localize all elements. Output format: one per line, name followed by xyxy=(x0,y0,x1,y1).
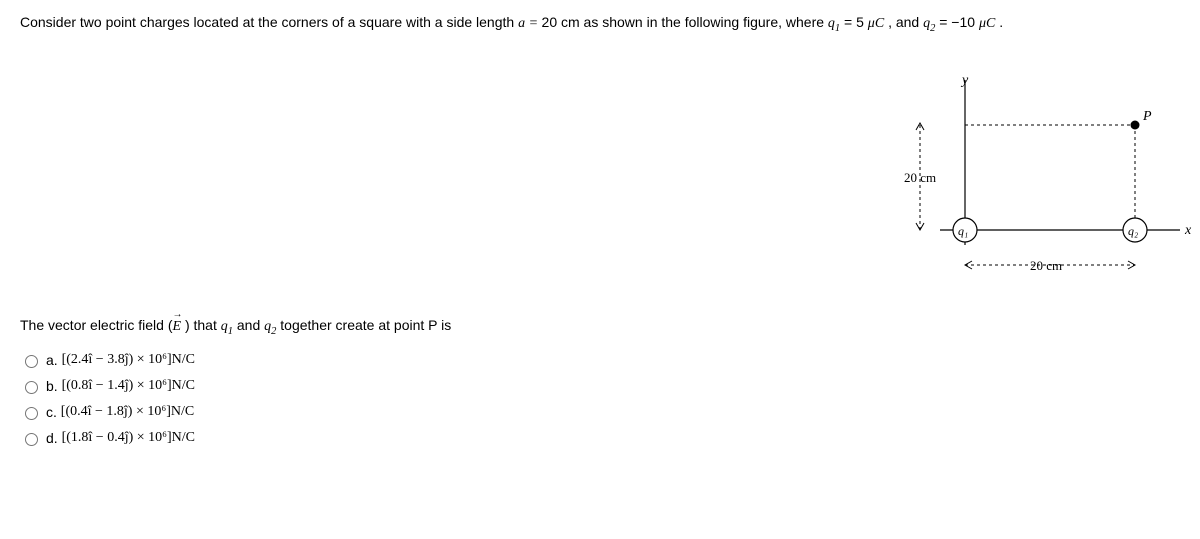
option-b-label: b. xyxy=(46,378,58,394)
side-horizontal-label: 20 cm xyxy=(1030,258,1062,273)
y-axis-label: y xyxy=(960,73,969,88)
prompt-mid1: ) that xyxy=(185,317,221,333)
prompt-and: and xyxy=(237,317,264,333)
p-point-label: P xyxy=(1142,109,1152,124)
physics-diagram: y x 20 cm 20 cm q₁ q₂ P xyxy=(880,70,1200,300)
option-c-label: c. xyxy=(46,404,57,420)
radio-d[interactable] xyxy=(25,433,38,446)
option-a-expr: [(2.4î − 3.8ĵ) × 10⁶]N/C xyxy=(62,352,195,368)
e-vector-symbol: →E xyxy=(173,319,182,334)
option-c-expr: [(0.4î − 1.8ĵ) × 10⁶]N/C xyxy=(61,404,194,420)
q1-symbol: q xyxy=(828,16,835,31)
radio-a[interactable] xyxy=(25,355,38,368)
radio-c[interactable] xyxy=(25,407,38,420)
prompt-prefix: The vector electric field ( xyxy=(20,317,173,333)
question-text: Consider two point charges located at th… xyxy=(20,12,1180,37)
side-vertical-label: 20 cm xyxy=(904,170,936,185)
a-symbol: a = xyxy=(518,16,541,31)
a-value: 20 cm xyxy=(542,14,580,30)
question-end: . xyxy=(999,14,1003,30)
option-d-label: d. xyxy=(46,430,58,446)
q2-node-label: q₂ xyxy=(1128,224,1138,238)
answer-prompt: The vector electric field (→E ) that q1 … xyxy=(20,317,1180,337)
option-c[interactable]: c. [(0.4î − 1.8ĵ) × 10⁶]N/C xyxy=(20,404,1180,420)
q1-unit: μC xyxy=(868,16,884,31)
q1-eq: = 5 xyxy=(844,14,868,30)
radio-b[interactable] xyxy=(25,381,38,394)
answer-section: The vector electric field (→E ) that q1 … xyxy=(20,317,1180,447)
x-axis-label: x xyxy=(1184,223,1192,238)
question-prefix: Consider two point charges located at th… xyxy=(20,14,518,30)
option-a[interactable]: a. [(2.4î − 3.8ĵ) × 10⁶]N/C xyxy=(20,352,1180,368)
q1-node-label: q₁ xyxy=(958,224,968,238)
prompt-q1s: 1 xyxy=(228,325,233,336)
question-and: , and xyxy=(888,14,923,30)
prompt-q2s: 2 xyxy=(271,325,276,336)
q2-unit: μC xyxy=(979,16,995,31)
option-d[interactable]: d. [(1.8î − 0.4ĵ) × 10⁶]N/C xyxy=(20,430,1180,446)
prompt-q1: q xyxy=(221,319,228,334)
question-mid: as shown in the following figure, where xyxy=(584,14,828,30)
q1-sub: 1 xyxy=(835,23,840,34)
q2-sub: 2 xyxy=(930,23,935,34)
option-d-expr: [(1.8î − 0.4ĵ) × 10⁶]N/C xyxy=(62,430,195,446)
option-b-expr: [(0.8î − 1.4ĵ) × 10⁶]N/C xyxy=(62,378,195,394)
option-a-label: a. xyxy=(46,352,58,368)
prompt-suffix: together create at point P is xyxy=(280,317,451,333)
q2-eq: = −10 xyxy=(939,14,979,30)
option-b[interactable]: b. [(0.8î − 1.4ĵ) × 10⁶]N/C xyxy=(20,378,1180,394)
